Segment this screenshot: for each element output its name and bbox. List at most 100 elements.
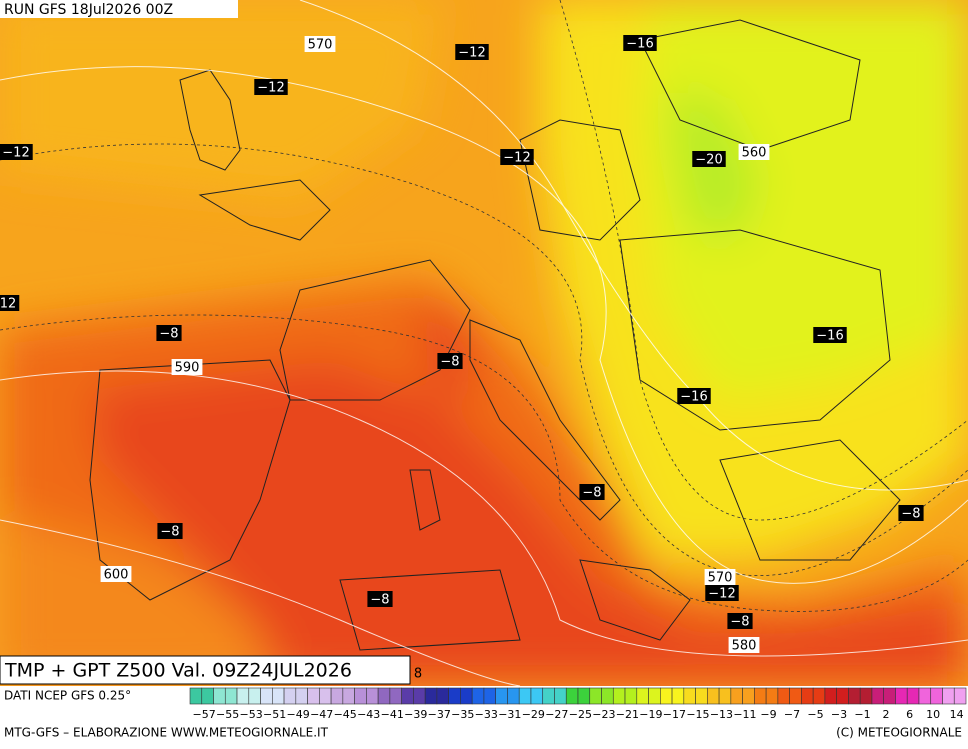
color-swatch bbox=[636, 687, 649, 705]
color-swatch bbox=[718, 687, 732, 705]
contour-label-text: 600 bbox=[104, 568, 129, 583]
color-swatch bbox=[413, 687, 426, 705]
scale-label: −33 bbox=[475, 708, 498, 721]
color-swatch bbox=[542, 687, 555, 705]
color-swatch bbox=[483, 687, 496, 705]
scale-label: −51 bbox=[263, 708, 286, 721]
scale-label: 2 bbox=[883, 708, 890, 721]
copyright-label: (C) METEOGIORNALE bbox=[836, 726, 962, 740]
color-swatch bbox=[224, 687, 238, 705]
source-label: DATI NCEP GFS 0.25° bbox=[4, 689, 131, 703]
scale-label: −21 bbox=[616, 708, 639, 721]
contour-label-text: 8 bbox=[414, 667, 422, 682]
scale-label: −27 bbox=[545, 708, 568, 721]
contour-label: −12 bbox=[0, 144, 33, 161]
contour-label: −16 bbox=[677, 388, 711, 405]
scale-label: −25 bbox=[569, 708, 592, 721]
color-swatch bbox=[695, 687, 708, 705]
contour-label-text: −20 bbox=[695, 153, 722, 168]
contour-label: −8 bbox=[367, 591, 393, 608]
contour-label: 590 bbox=[171, 359, 203, 376]
color-swatch bbox=[342, 687, 355, 705]
scale-label: −53 bbox=[240, 708, 263, 721]
color-swatch bbox=[260, 687, 273, 705]
coastlines bbox=[89, 19, 901, 651]
contour-label-box bbox=[0, 295, 20, 311]
contour-label-text: −12 bbox=[257, 81, 284, 96]
color-swatch bbox=[307, 687, 320, 705]
color-swatch bbox=[765, 687, 779, 705]
color-swatch bbox=[471, 687, 485, 705]
contour-label-box bbox=[156, 325, 182, 341]
contour-label-text: 560 bbox=[742, 146, 767, 161]
scale-label: −19 bbox=[639, 708, 662, 721]
contour-label-text: −8 bbox=[440, 355, 459, 370]
color-swatch bbox=[777, 687, 790, 705]
color-scale: −57 −55 −53 −51 −49 −47 −45 −43 −41 −39 −37 −35 −33−… bbox=[189, 687, 967, 721]
color-swatch bbox=[354, 687, 367, 705]
color-swatch bbox=[366, 687, 379, 705]
contour-label-box bbox=[100, 566, 132, 582]
scale-label: −57 bbox=[192, 708, 215, 721]
contour-label-text: 580 bbox=[732, 639, 757, 654]
scale-label: −17 bbox=[663, 708, 686, 721]
scale-label: −7 bbox=[784, 708, 800, 721]
color-swatch bbox=[565, 687, 579, 705]
contour-label: −20 bbox=[692, 151, 726, 168]
contour-label: −8 bbox=[156, 325, 182, 342]
contour-label-text: 570 bbox=[708, 571, 733, 586]
contour-label-box bbox=[728, 637, 760, 653]
color-swatch bbox=[330, 687, 344, 705]
contour-label: −8 bbox=[579, 484, 605, 501]
color-swatch bbox=[812, 687, 826, 705]
scale-label: 14 bbox=[950, 708, 964, 721]
color-swatch bbox=[742, 687, 755, 705]
contour-label-text: −16 bbox=[626, 37, 653, 52]
contour-label-text: −12 bbox=[708, 587, 735, 602]
color-swatch bbox=[612, 687, 626, 705]
contour-label-text: −8 bbox=[370, 593, 389, 608]
color-swatch bbox=[377, 687, 391, 705]
contour-label-box bbox=[813, 327, 847, 343]
color-swatch bbox=[930, 687, 943, 705]
contour-label-box bbox=[898, 505, 924, 521]
color-swatch bbox=[518, 687, 532, 705]
contour-label-box bbox=[692, 151, 726, 167]
contour-label-text: −16 bbox=[816, 329, 843, 344]
color-swatch bbox=[283, 687, 297, 705]
validity-box bbox=[0, 655, 411, 685]
color-swatch bbox=[848, 687, 861, 705]
color-swatch bbox=[942, 687, 955, 705]
color-swatch bbox=[789, 687, 802, 705]
scale-label: −45 bbox=[334, 708, 357, 721]
color-swatch bbox=[507, 687, 520, 705]
color-swatch bbox=[589, 687, 602, 705]
scale-label: −39 bbox=[404, 708, 427, 721]
color-swatch bbox=[730, 687, 743, 705]
contour-label-text: 590 bbox=[175, 361, 200, 376]
contour-label-text: 570 bbox=[308, 38, 333, 53]
scale-label: −55 bbox=[216, 708, 239, 721]
color-swatch bbox=[953, 687, 967, 705]
contour-label: −8 bbox=[157, 523, 183, 540]
contour-label-box bbox=[437, 353, 463, 369]
scale-label: −23 bbox=[592, 708, 615, 721]
contour-label-box bbox=[0, 144, 33, 160]
scale-label: 10 bbox=[926, 708, 940, 721]
contour-label-text: −8 bbox=[730, 615, 749, 630]
scale-label: −35 bbox=[451, 708, 474, 721]
color-swatch bbox=[836, 687, 849, 705]
color-swatch bbox=[201, 687, 214, 705]
color-swatch bbox=[389, 687, 402, 705]
scale-label: −47 bbox=[310, 708, 333, 721]
color-swatch bbox=[683, 687, 696, 705]
contour-label-box bbox=[677, 388, 711, 404]
color-swatch bbox=[189, 687, 203, 705]
contour-label: −16 bbox=[623, 35, 657, 52]
contour-label: 570 bbox=[704, 569, 736, 586]
contour-label: −12 bbox=[254, 79, 288, 96]
color-swatch bbox=[883, 687, 896, 705]
contour-label-text: −8 bbox=[582, 486, 601, 501]
run-label-box bbox=[0, 0, 238, 18]
